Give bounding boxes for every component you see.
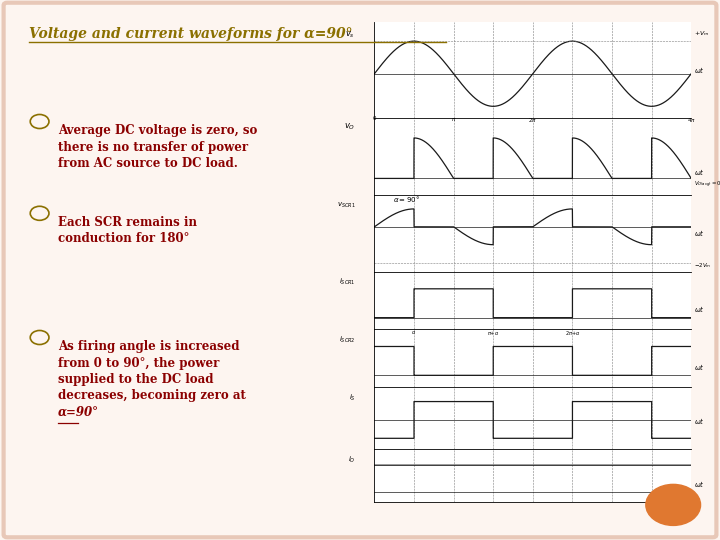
Text: α=90°: α=90° xyxy=(58,406,99,419)
Text: $2\pi{+}\alpha$: $2\pi{+}\alpha$ xyxy=(564,329,580,336)
Text: conduction for 180°: conduction for 180° xyxy=(58,232,189,245)
Text: Each SCR remains in: Each SCR remains in xyxy=(58,216,197,229)
Text: $v_O$: $v_O$ xyxy=(344,122,356,132)
Text: $i_{SCR1}$: $i_{SCR1}$ xyxy=(339,277,356,287)
Text: Average DC voltage is zero, so: Average DC voltage is zero, so xyxy=(58,124,257,137)
FancyBboxPatch shape xyxy=(4,3,716,537)
Text: $\omega t$: $\omega t$ xyxy=(694,166,705,177)
Text: from 0 to 90°, the power: from 0 to 90°, the power xyxy=(58,356,219,369)
Text: supplied to the DC load: supplied to the DC load xyxy=(58,373,213,386)
Text: $\pi{+}\alpha$: $\pi{+}\alpha$ xyxy=(487,329,499,336)
Text: As firing angle is increased: As firing angle is increased xyxy=(58,340,239,353)
Text: decreases, becoming zero at: decreases, becoming zero at xyxy=(58,389,246,402)
Text: there is no transfer of power: there is no transfer of power xyxy=(58,140,248,153)
Text: $\omega t$: $\omega t$ xyxy=(694,228,705,238)
Text: $\omega t$: $\omega t$ xyxy=(694,304,705,314)
Text: $\omega t$: $\omega t$ xyxy=(694,416,705,426)
Text: $\omega t$: $\omega t$ xyxy=(694,362,705,372)
Text: 0: 0 xyxy=(373,116,376,121)
Text: $\pi$: $\pi$ xyxy=(451,116,456,123)
Text: Voltage and current waveforms for α=90°: Voltage and current waveforms for α=90° xyxy=(29,27,352,41)
Text: $+V_m$: $+V_m$ xyxy=(694,29,710,38)
Text: $v_s$: $v_s$ xyxy=(346,29,356,40)
Text: $i_S$: $i_S$ xyxy=(348,393,356,403)
Text: $\omega t$: $\omega t$ xyxy=(694,65,705,75)
Text: $4\pi$: $4\pi$ xyxy=(687,116,696,124)
Text: $\alpha$: $\alpha$ xyxy=(411,329,417,335)
Text: $i_{SCR2}$: $i_{SCR2}$ xyxy=(339,335,356,345)
Text: $i_O$: $i_O$ xyxy=(348,455,356,465)
Text: $\omega t$: $\omega t$ xyxy=(694,478,705,489)
Text: $V_{O(avg)}=0$: $V_{O(avg)}=0$ xyxy=(694,180,720,191)
Text: $2\pi$: $2\pi$ xyxy=(528,116,537,124)
Text: $v_{SCR1}$: $v_{SCR1}$ xyxy=(337,201,356,210)
Text: $\alpha=90°$: $\alpha=90°$ xyxy=(393,194,420,204)
Text: 17: 17 xyxy=(662,497,684,512)
Text: from AC source to DC load.: from AC source to DC load. xyxy=(58,157,238,170)
Text: $-2V_m$: $-2V_m$ xyxy=(694,261,712,270)
